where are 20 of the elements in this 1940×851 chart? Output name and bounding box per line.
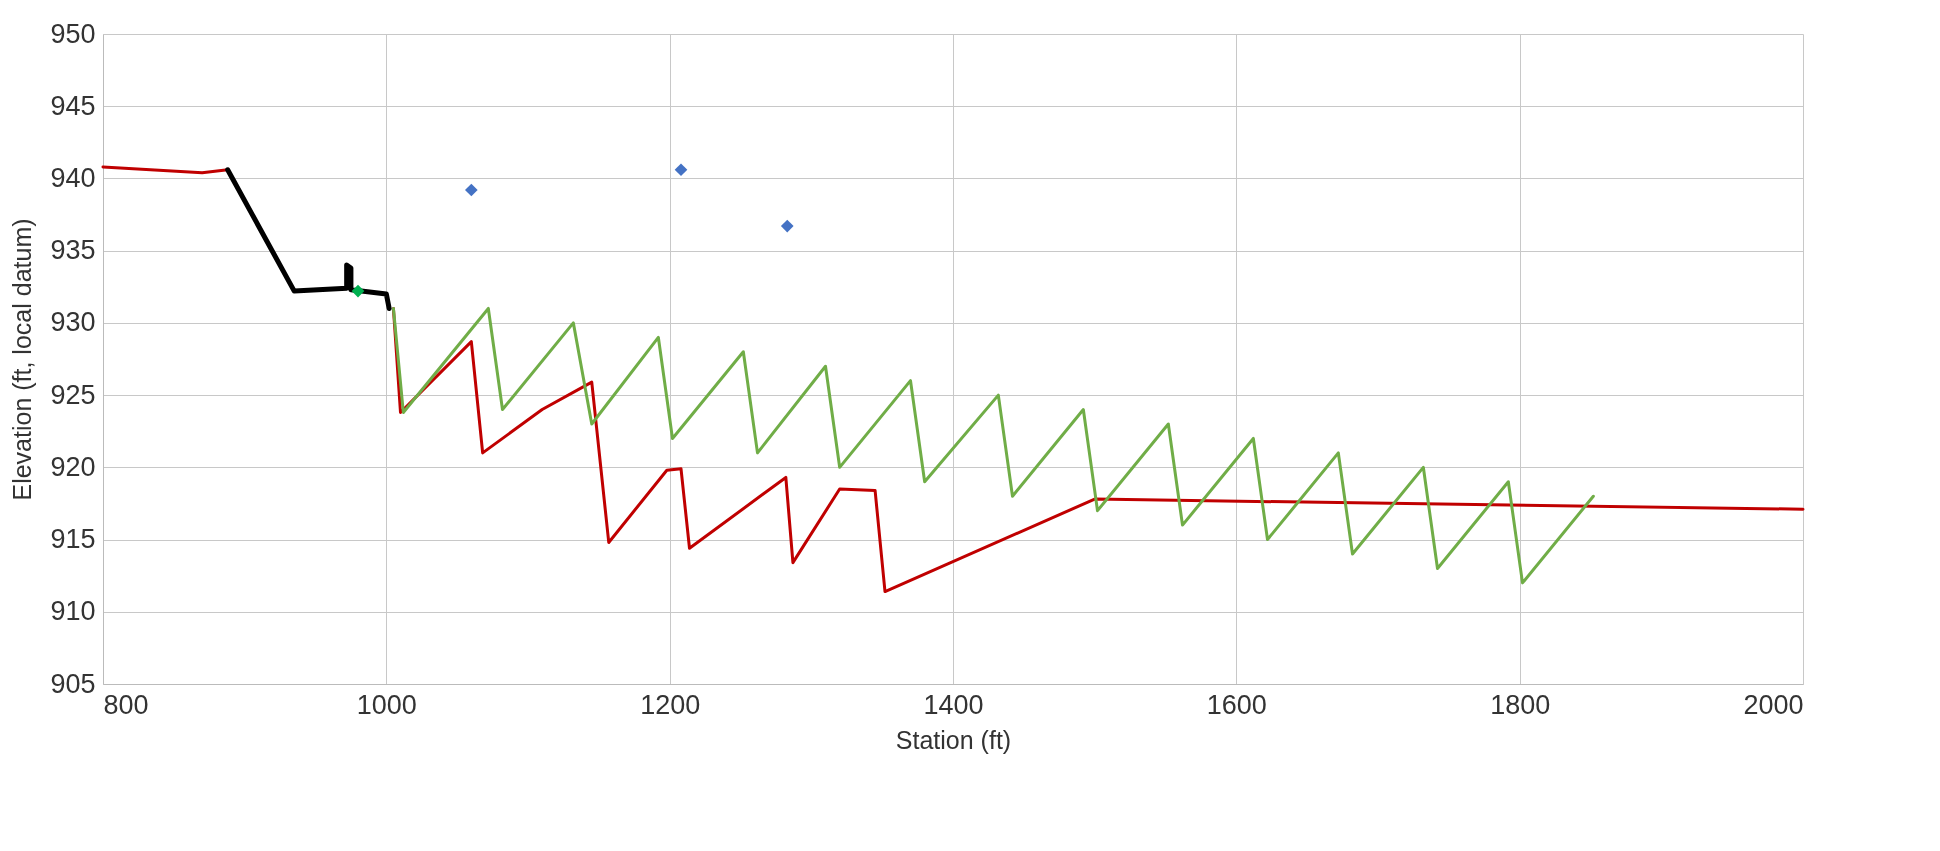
y-tick-label: 935 bbox=[50, 235, 96, 266]
y-tick-label: 905 bbox=[50, 668, 96, 699]
y-tick-label: 915 bbox=[50, 524, 96, 555]
x-tick-label: 800 bbox=[103, 689, 149, 720]
y-tick-label: 910 bbox=[50, 596, 96, 627]
y-tick-label: 950 bbox=[50, 18, 96, 49]
y-tick-label: 945 bbox=[50, 90, 96, 121]
x-tick-label: 2000 bbox=[1743, 689, 1804, 720]
x-tick-label: 1400 bbox=[923, 689, 984, 720]
x-tick-label: 1200 bbox=[640, 689, 701, 720]
y-tick-label: 930 bbox=[50, 307, 96, 338]
y-axis-title: Elevation (ft, local datum) bbox=[8, 218, 37, 501]
x-tick-label: 1000 bbox=[356, 689, 417, 720]
x-axis-title: Station (ft) bbox=[895, 725, 1012, 754]
y-tick-label: 925 bbox=[50, 379, 96, 410]
line-series bbox=[391, 306, 1595, 585]
y-tick-label: 920 bbox=[50, 451, 96, 482]
x-tick-label: 1800 bbox=[1490, 689, 1551, 720]
x-tick-label: 1600 bbox=[1206, 689, 1267, 720]
y-tick-label: 940 bbox=[50, 162, 96, 193]
